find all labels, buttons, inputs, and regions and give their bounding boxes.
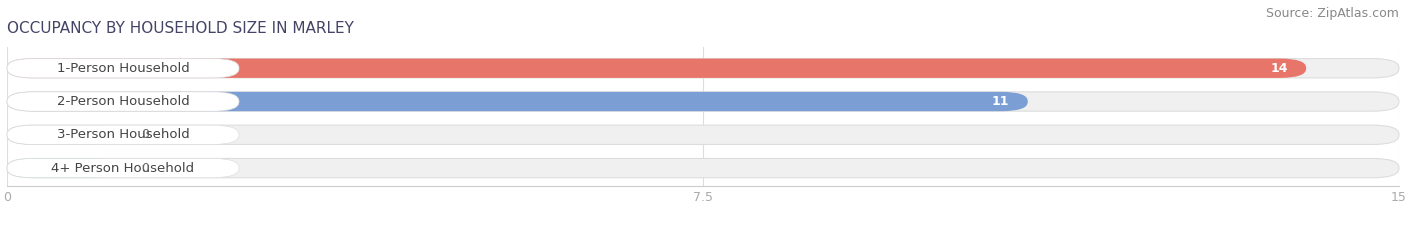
FancyBboxPatch shape — [7, 92, 1399, 111]
Text: 2-Person Household: 2-Person Household — [56, 95, 190, 108]
FancyBboxPatch shape — [7, 158, 1399, 178]
Text: 1-Person Household: 1-Person Household — [56, 62, 190, 75]
Text: OCCUPANCY BY HOUSEHOLD SIZE IN MARLEY: OCCUPANCY BY HOUSEHOLD SIZE IN MARLEY — [7, 21, 354, 36]
FancyBboxPatch shape — [7, 125, 118, 144]
FancyBboxPatch shape — [7, 58, 239, 78]
FancyBboxPatch shape — [7, 92, 1028, 111]
FancyBboxPatch shape — [7, 158, 239, 178]
Text: 4+ Person Household: 4+ Person Household — [52, 162, 194, 175]
Text: 3-Person Household: 3-Person Household — [56, 128, 190, 141]
FancyBboxPatch shape — [7, 125, 239, 144]
Text: 14: 14 — [1270, 62, 1288, 75]
FancyBboxPatch shape — [7, 158, 118, 178]
Text: 11: 11 — [991, 95, 1010, 108]
Text: 0: 0 — [142, 128, 149, 141]
FancyBboxPatch shape — [7, 58, 1399, 78]
Text: 0: 0 — [142, 162, 149, 175]
FancyBboxPatch shape — [7, 58, 1306, 78]
FancyBboxPatch shape — [7, 125, 1399, 144]
Text: Source: ZipAtlas.com: Source: ZipAtlas.com — [1265, 7, 1399, 20]
FancyBboxPatch shape — [7, 92, 239, 111]
